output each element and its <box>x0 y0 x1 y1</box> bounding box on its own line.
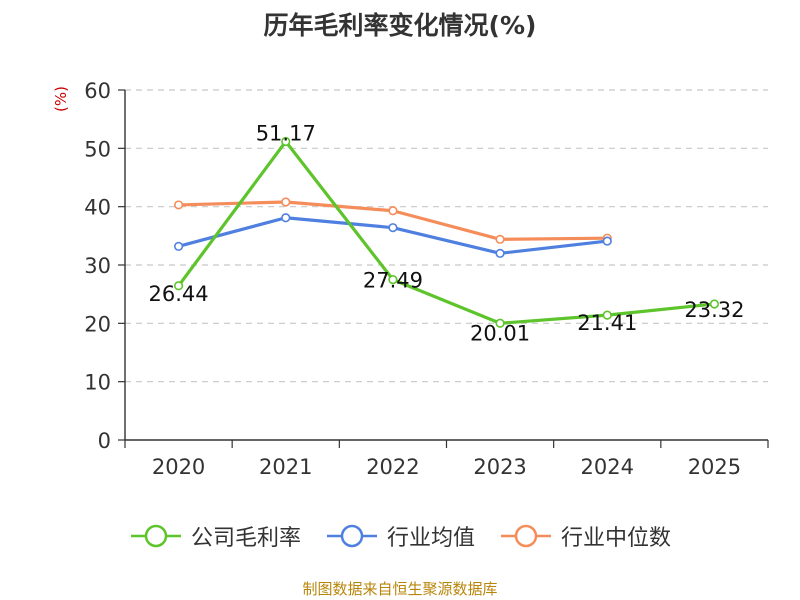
data-label: 23.32 <box>684 298 744 322</box>
data-point <box>281 213 291 223</box>
data-label: 51.17 <box>256 122 316 146</box>
legend: 公司毛利率 行业均值 行业中位数 <box>0 520 800 552</box>
legend-label: 行业中位数 <box>561 526 672 551</box>
data-label: 27.49 <box>363 269 423 293</box>
x-tick-label: 2023 <box>473 455 526 479</box>
legend-label: 行业均值 <box>386 526 475 551</box>
chart-title: 历年毛利率变化情况(%) <box>263 11 537 40</box>
data-point <box>495 318 505 328</box>
data-point <box>495 248 505 258</box>
data-point <box>602 310 612 320</box>
legend-symbol-icon <box>326 524 377 548</box>
data-label: 26.44 <box>149 282 209 306</box>
y-tick-label: 10 <box>84 371 111 395</box>
legend-symbol-icon <box>130 524 181 548</box>
data-point <box>173 200 184 210</box>
x-tick-label: 2020 <box>152 455 205 479</box>
data-point <box>173 241 184 251</box>
y-tick-label: 60 <box>84 79 111 103</box>
legend-item[interactable]: 行业中位数 <box>499 520 671 552</box>
legend-item[interactable]: 公司毛利率 <box>129 520 301 552</box>
x-tick-label: 2021 <box>259 455 312 479</box>
data-point <box>602 236 612 246</box>
y-tick-label: 0 <box>98 429 111 453</box>
data-point <box>173 281 184 291</box>
legend-symbol-icon <box>501 524 551 548</box>
data-point <box>388 206 398 216</box>
data-point <box>495 234 505 244</box>
data-point <box>281 197 291 207</box>
data-label: 20.01 <box>470 321 530 345</box>
source-note: 制图数据来自恒生聚源数据库 <box>302 580 498 598</box>
y-tick-label: 40 <box>84 196 111 220</box>
x-tick-label: 2025 <box>688 455 741 479</box>
series-line <box>177 139 715 325</box>
y-tick-label: 30 <box>84 254 111 278</box>
y-tick-label: 20 <box>84 312 111 336</box>
legend-label: 公司毛利率 <box>190 526 301 551</box>
data-label: 21.41 <box>577 311 637 335</box>
data-point <box>709 299 720 309</box>
x-tick-label: 2022 <box>366 455 419 479</box>
y-tick-label: 50 <box>84 137 111 161</box>
data-point <box>388 275 398 285</box>
legend-item[interactable]: 行业均值 <box>325 520 475 552</box>
data-point <box>281 136 291 147</box>
data-point <box>388 223 398 233</box>
x-tick-label: 2024 <box>581 455 634 479</box>
